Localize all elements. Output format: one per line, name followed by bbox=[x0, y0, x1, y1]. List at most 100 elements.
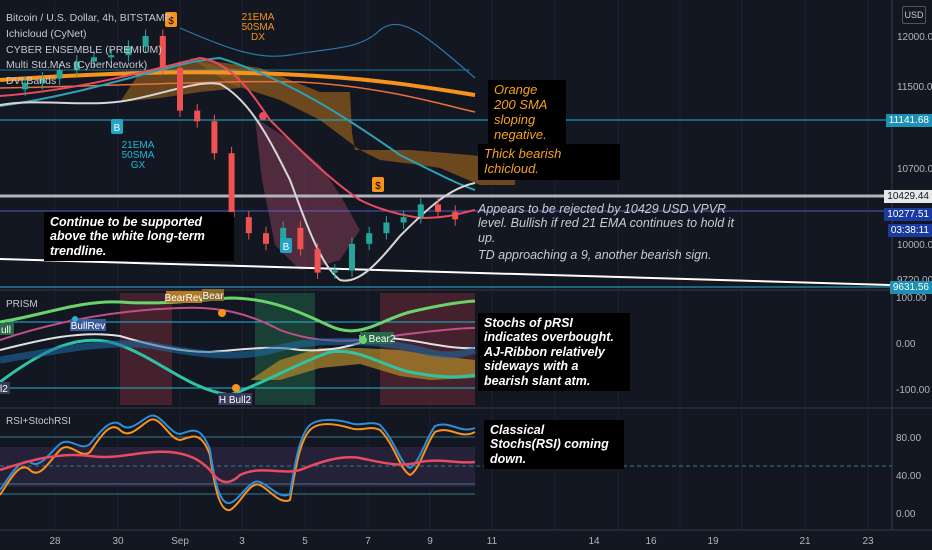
prism-title: PRISM bbox=[6, 299, 38, 310]
candle-body bbox=[228, 153, 235, 218]
marker-b-2: B bbox=[283, 242, 290, 253]
candle-body bbox=[435, 204, 441, 212]
candle-body bbox=[22, 82, 29, 90]
candle-body bbox=[56, 70, 63, 79]
time-tick: 11 bbox=[487, 536, 498, 547]
candle-body bbox=[383, 222, 390, 234]
candle-body bbox=[417, 204, 424, 218]
price-tag-low: 9631.56 bbox=[889, 281, 932, 294]
candle-body bbox=[159, 36, 166, 68]
time-tick: 9 bbox=[427, 536, 433, 547]
white-trendline bbox=[0, 258, 893, 286]
ma-cyan-curve bbox=[179, 23, 476, 79]
time-tick: 28 bbox=[49, 536, 61, 547]
stoch-d-blue bbox=[0, 414, 476, 505]
price-tag-10429: 10429.44 bbox=[884, 190, 932, 203]
prism-teal-line bbox=[0, 338, 476, 397]
time-tick: 3 bbox=[239, 536, 245, 547]
candle-body bbox=[366, 233, 373, 244]
time-tick: 5 bbox=[302, 536, 308, 547]
annotation-orange-sma: Orange 200 SMA sloping negative. bbox=[488, 80, 566, 146]
prism-tick: 0.00 bbox=[896, 339, 916, 350]
prism-tick: 100.00 bbox=[896, 293, 927, 304]
candle-body bbox=[245, 217, 252, 234]
rsi-axis[interactable]: 80.00 40.00 0.00 bbox=[896, 433, 921, 520]
ema-gx-label: 21EMA 50SMA GX bbox=[122, 140, 155, 171]
candles bbox=[22, 29, 459, 279]
time-tick: 19 bbox=[707, 536, 719, 547]
candle-body bbox=[194, 110, 201, 122]
ichicloud-upper bbox=[190, 58, 515, 185]
ema-dx-label: 21EMA 50SMA DX bbox=[242, 12, 275, 43]
candle-body bbox=[91, 57, 97, 62]
ma-200-orange bbox=[0, 70, 476, 97]
price-tick: 10700.00 bbox=[897, 164, 932, 175]
rsi-title: RSI+StochRSI bbox=[6, 416, 71, 427]
candle-body bbox=[142, 36, 149, 47]
ma-orange-2 bbox=[0, 80, 476, 113]
candle-body bbox=[280, 227, 287, 244]
candle-body bbox=[108, 55, 115, 58]
price-tag-timer: 03:38:11 bbox=[887, 224, 932, 237]
label-bearrev: BearRev bbox=[165, 293, 204, 304]
price-tick: 10000.00 bbox=[897, 240, 932, 251]
price-tag-11141: 11141.68 bbox=[885, 114, 932, 127]
candle-body bbox=[177, 67, 183, 111]
candle-body bbox=[331, 270, 338, 273]
prism-tick: -100.00 bbox=[896, 385, 930, 396]
candle-body bbox=[349, 243, 355, 271]
candle-body bbox=[297, 227, 304, 250]
rsi-tick: 80.00 bbox=[896, 433, 921, 444]
rsi-tick: 40.00 bbox=[896, 471, 921, 482]
annotation-td: TD approaching a 9, another bearish sign… bbox=[478, 248, 712, 262]
prism-pink-line bbox=[0, 306, 476, 342]
label-bullrev: BullRev bbox=[71, 321, 105, 332]
prism-green-line bbox=[0, 296, 476, 333]
currency-button[interactable]: USD bbox=[902, 6, 926, 24]
label-l2: l2 bbox=[0, 384, 8, 395]
legend-ichicloud[interactable]: Ichicloud (CyNet) bbox=[6, 28, 87, 40]
time-tick: 21 bbox=[799, 536, 811, 547]
label-hbear2: H Bear2 bbox=[359, 334, 396, 345]
time-tick: 23 bbox=[862, 536, 874, 547]
time-tick: 30 bbox=[112, 536, 124, 547]
label-bear: Bear bbox=[202, 291, 224, 302]
marker-b-1: B bbox=[114, 123, 121, 134]
prism-ribbon bbox=[250, 348, 475, 380]
label-ull: ull bbox=[1, 325, 11, 336]
candle-body bbox=[39, 78, 46, 83]
legend-cyber-ensemble[interactable]: CYBER ENSEMBLE (PREMIUM) bbox=[6, 44, 162, 56]
signal-markers: $ $ B B bbox=[111, 12, 384, 253]
prism-axis[interactable]: 100.00 0.00 -100.00 bbox=[896, 293, 930, 396]
stoch-k-orange bbox=[0, 418, 476, 512]
time-tick: 7 bbox=[365, 536, 371, 547]
time-axis[interactable]: 28 30 Sep 3 5 7 9 11 14 16 19 21 23 bbox=[49, 536, 874, 547]
marker-s-1: $ bbox=[168, 16, 174, 27]
rsi-red bbox=[0, 450, 476, 484]
annotation-stochs: Stochs of pRSI indicates overbought. AJ-… bbox=[478, 313, 630, 391]
candle-body bbox=[73, 61, 80, 71]
pink-area bbox=[255, 118, 360, 270]
candle-body bbox=[400, 217, 407, 223]
time-tick: Sep bbox=[171, 536, 189, 547]
time-tick: 16 bbox=[645, 536, 657, 547]
prism-labels: BearRev Bear BullRev H Bear2 H Bull2 ull… bbox=[0, 289, 396, 406]
price-tag-last: 10277.51 bbox=[884, 208, 932, 221]
price-tick: 12000.00 bbox=[897, 32, 932, 43]
label-hbull2: H Bull2 bbox=[219, 395, 252, 406]
price-axis[interactable]: 12000.00 11500.00 10700.00 10000.00 9720.00 bbox=[897, 32, 932, 286]
legend-multi-std[interactable]: Multi Std.MAs (CyberNetwork) bbox=[6, 59, 148, 71]
time-tick: 14 bbox=[588, 536, 600, 547]
ma-teal bbox=[0, 56, 476, 191]
marker-s-2: $ bbox=[375, 181, 381, 192]
sma-50-white bbox=[0, 82, 476, 282]
price-tick: 11500.00 bbox=[897, 82, 932, 93]
annotation-vpvr: Appears to be rejected by 10429 USD VPVR… bbox=[478, 202, 734, 245]
candle-body bbox=[125, 46, 132, 56]
legend-symbol[interactable]: Bitcoin / U.S. Dollar, 4h, BITSTAMP bbox=[6, 12, 172, 24]
candle-body bbox=[211, 121, 218, 154]
legend-dvi[interactable]: DVI Bands bbox=[6, 75, 57, 87]
annotation-classical: Classical Stochs(RSI) coming down. bbox=[484, 420, 624, 470]
candle-body bbox=[263, 233, 269, 244]
